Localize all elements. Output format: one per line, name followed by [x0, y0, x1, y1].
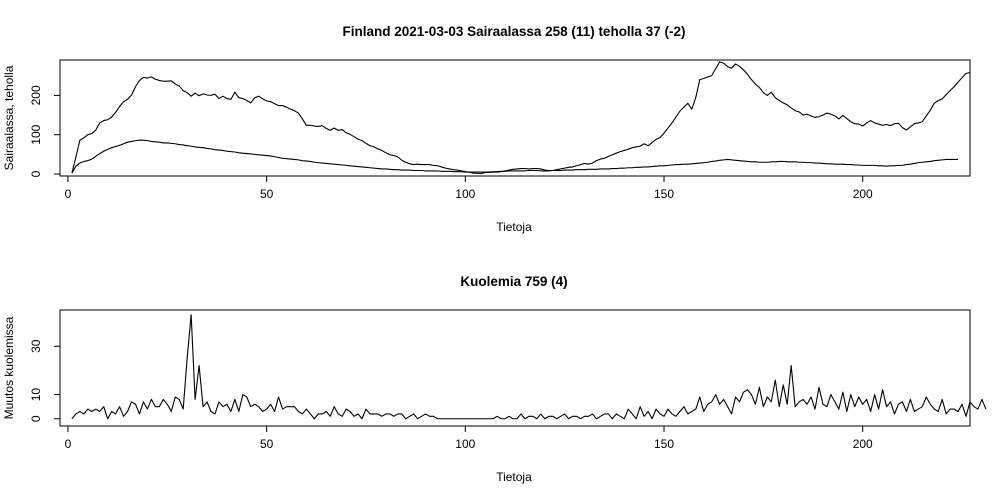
y-tick-label: 0 [29, 415, 43, 422]
y-axis-top: 0 100 200 [29, 85, 60, 177]
x-tick-label: 100 [455, 437, 475, 451]
x-tick-label: 100 [455, 187, 475, 201]
series-line-2 [71, 139, 959, 174]
y-axis-label-bottom: Muutos kuolemissa [2, 316, 16, 419]
chart-title-top: Finland 2021-03-03 Sairaalassa 258 (11) … [343, 24, 686, 39]
x-axis-label-bottom: Tietoja [496, 470, 532, 484]
series-group-top [71, 61, 971, 175]
x-axis-bottom: 0 50 100 150 200 [65, 426, 873, 451]
series-line-1 [71, 314, 987, 420]
y-axis-label-top: Sairaalassa, teholla [2, 65, 16, 170]
plot-frame-bottom [59, 309, 971, 427]
x-axis-top: 0 50 100 150 200 [65, 176, 873, 201]
y-tick-label: 0 [29, 170, 43, 177]
y-tick-label: 10 [29, 388, 43, 402]
y-tick-label: 30 [29, 339, 43, 353]
x-tick-label: 150 [654, 437, 674, 451]
x-tick-label: 200 [853, 437, 873, 451]
chart-title-bottom: Kuolemia 759 (4) [460, 274, 567, 289]
y-tick-label: 200 [29, 85, 43, 105]
panel-top: Finland 2021-03-03 Sairaalassa 258 (11) … [2, 24, 971, 234]
panel-bottom: Kuolemia 759 (4) 0 50 100 150 200 0 10 30 Tiet… [2, 274, 987, 484]
series-group-bottom [71, 314, 987, 420]
y-axis-bottom: 0 10 30 [29, 339, 60, 422]
series-line-1 [71, 61, 971, 175]
x-tick-label: 150 [654, 187, 674, 201]
x-tick-label: 0 [65, 187, 72, 201]
x-tick-label: 50 [260, 437, 274, 451]
x-tick-label: 50 [260, 187, 274, 201]
x-tick-label: 200 [853, 187, 873, 201]
x-axis-label-top: Tietoja [496, 220, 532, 234]
x-tick-label: 0 [65, 437, 72, 451]
y-tick-label: 100 [29, 124, 43, 144]
plot-frame-top [59, 59, 971, 177]
